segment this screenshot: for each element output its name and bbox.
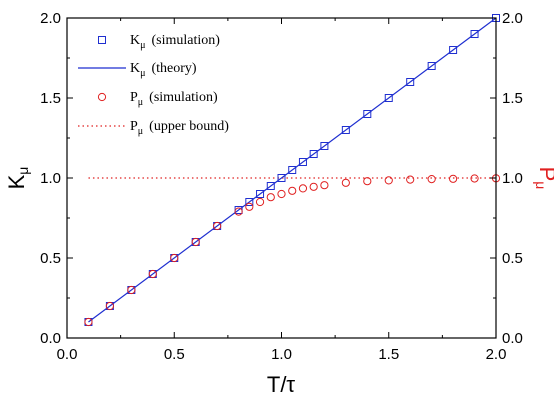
legend-label-main: P: [130, 90, 138, 105]
legend-label: Pμ (simulation): [130, 90, 218, 108]
x-tick-label: 0.0: [57, 346, 78, 363]
data-point-series-0: [298, 158, 307, 166]
legend-label-sub: μ: [138, 126, 143, 137]
legend-label-suffix: (simulation): [152, 33, 221, 48]
plot-marks: [84, 14, 501, 327]
y-tick-label-left: 0.0: [40, 330, 61, 347]
data-point-series-0: [427, 62, 436, 70]
y-tick-label-right: 0.0: [502, 330, 523, 347]
y-tick-label-left: 1.0: [40, 170, 61, 187]
data-point-series-2: [148, 269, 157, 279]
data-point-series-2: [191, 237, 200, 247]
x-tick-label: 1.5: [378, 346, 399, 363]
legend-label-suffix: (simulation): [149, 90, 218, 105]
data-point-series-2: [105, 301, 115, 311]
data-point-series-0: [309, 150, 318, 158]
data-point-series-2: [213, 221, 222, 231]
data-point-series-2: [320, 181, 329, 190]
x-tick-label: 2.0: [486, 346, 507, 363]
data-point-series-2: [288, 186, 297, 195]
y-tick-label-right: 2.0: [502, 10, 523, 27]
data-point-series-2: [309, 182, 318, 191]
y-axis-left-title-main: K: [4, 174, 29, 189]
legend-label: Kμ (simulation): [130, 33, 220, 51]
y-tick-label-left: 1.5: [40, 90, 61, 107]
data-point-series-2: [234, 207, 243, 216]
x-axis-title: T/τ: [267, 372, 296, 397]
data-point-series-0: [245, 198, 254, 206]
data-point-series-2: [363, 177, 372, 186]
legend-label-suffix: (upper bound): [149, 119, 229, 134]
legend-label-sub: μ: [138, 97, 143, 108]
legend: Kμ (simulation)Kμ (theory)Pμ (simulation)Pμ…: [78, 33, 229, 137]
data-point-series-2: [341, 178, 350, 187]
legend-label-sub: μ: [140, 40, 145, 51]
data-point-series-2: [84, 317, 93, 327]
y-tick-label-right: 0.5: [502, 250, 523, 267]
data-point-series-0: [363, 110, 372, 118]
data-point-series-2: [255, 197, 265, 207]
legend-label-sub: μ: [140, 68, 145, 79]
data-point-series-2: [277, 189, 286, 199]
data-point-series-2: [266, 193, 275, 202]
y-axis-right-title-main: P: [535, 167, 554, 182]
y-axis-right-title-sub: μ: [533, 181, 549, 189]
data-point-series-2: [170, 253, 179, 263]
data-point-series-2: [298, 184, 308, 193]
legend-label-main: K: [130, 61, 140, 76]
y-axis-left-title: Kμ: [4, 167, 31, 190]
data-point-series-0: [449, 46, 458, 54]
data-point-series-2: [127, 285, 136, 295]
legend-label: Kμ (theory): [130, 61, 197, 79]
data-point-series-0: [406, 78, 415, 86]
data-point-series-0: [470, 30, 479, 38]
data-point-series-2: [449, 174, 458, 183]
y-axis-left-title-sub: μ: [15, 167, 31, 175]
y-tick-label-left: 2.0: [40, 10, 61, 27]
data-point-series-0: [266, 182, 275, 190]
data-point-series-2: [427, 175, 436, 184]
legend-label: Pμ (upper bound): [130, 119, 229, 137]
y-tick-label-left: 0.5: [40, 250, 61, 267]
data-point-series-0: [384, 94, 393, 102]
svg-text:Kμ: Kμ: [4, 167, 31, 190]
y-axis-right-title: Pμ: [533, 167, 554, 190]
data-point-series-2: [384, 176, 393, 185]
legend-marker: [98, 36, 106, 44]
data-point-series-2: [470, 174, 479, 183]
legend-label-suffix: (theory): [152, 61, 197, 76]
data-point-series-2: [245, 202, 254, 211]
svg-text:Pμ: Pμ: [533, 167, 554, 190]
data-point-series-0: [277, 174, 286, 182]
data-point-series-0: [341, 126, 350, 134]
x-tick-label: 1.0: [271, 346, 292, 363]
data-point-series-0: [320, 142, 329, 150]
axis-ticks: 0.0 0.5 1.0 1.5 2.00.0 0.00.5 0.51.0 1.01.5 1.52…: [40, 10, 523, 363]
data-point-series-2: [406, 175, 415, 184]
y-tick-label-right: 1.5: [502, 90, 523, 107]
legend-marker: [97, 92, 107, 102]
data-point-series-0: [256, 190, 265, 198]
x-tick-label: 0.5: [164, 346, 185, 363]
legend-label-main: P: [130, 119, 138, 134]
y-tick-label-right: 1.0: [502, 170, 523, 187]
legend-label-main: K: [130, 33, 140, 48]
data-point-series-0: [288, 166, 297, 174]
